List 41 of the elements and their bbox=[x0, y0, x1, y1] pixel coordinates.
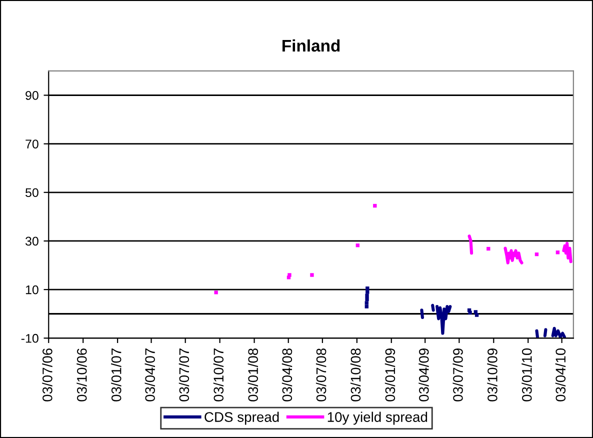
x-tick-label: 03/01/10 bbox=[522, 348, 532, 402]
x-tick-label: 03/07/09 bbox=[452, 348, 463, 402]
x-tick-label: 03/04/10 bbox=[555, 348, 566, 402]
y-tick-label: 10 bbox=[26, 285, 38, 294]
x-tick-label: 03/07/08 bbox=[316, 348, 326, 402]
point bbox=[373, 204, 377, 208]
point bbox=[366, 290, 370, 294]
point bbox=[474, 313, 479, 317]
point bbox=[365, 294, 369, 298]
point bbox=[556, 250, 560, 254]
x-tick-label: 03/10/06 bbox=[76, 348, 87, 402]
y-tick-label: -10 bbox=[21, 334, 38, 343]
x-tick-label: 03/01/07 bbox=[111, 348, 122, 402]
y-tick-label: 70 bbox=[26, 140, 38, 148]
x-tick-label: 03/07/06 bbox=[42, 348, 52, 402]
x-tick-label: 03/07/07 bbox=[178, 348, 190, 402]
y-tick-label: 90 bbox=[26, 91, 38, 100]
point bbox=[288, 273, 292, 277]
x-tick-label: 03/01/08 bbox=[248, 348, 258, 402]
x-tick-label: 03/10/08 bbox=[350, 348, 361, 402]
x-tick-label: 03/10/09 bbox=[487, 348, 498, 402]
point bbox=[356, 244, 360, 248]
legend-label: 10y yield spread bbox=[328, 412, 428, 425]
y-tick-label: 30 bbox=[25, 236, 38, 246]
point bbox=[310, 273, 314, 277]
legend-label: CDS spread bbox=[204, 412, 279, 425]
point bbox=[486, 246, 490, 251]
point bbox=[366, 286, 370, 290]
point bbox=[534, 252, 539, 256]
point bbox=[214, 290, 218, 294]
x-tick-label: 03/04/09 bbox=[418, 348, 429, 402]
x-tick-label: 03/10/07 bbox=[213, 348, 224, 402]
x-tick-label: 03/01/09 bbox=[384, 348, 396, 402]
point bbox=[364, 301, 368, 305]
point bbox=[365, 297, 369, 302]
point bbox=[364, 304, 368, 308]
chart-title: Finland bbox=[282, 39, 340, 52]
x-tick-label: 03/04/07 bbox=[144, 348, 155, 402]
x-tick-label: 03/04/08 bbox=[282, 348, 292, 402]
y-tick-label: 50 bbox=[26, 188, 38, 198]
point bbox=[468, 310, 472, 314]
